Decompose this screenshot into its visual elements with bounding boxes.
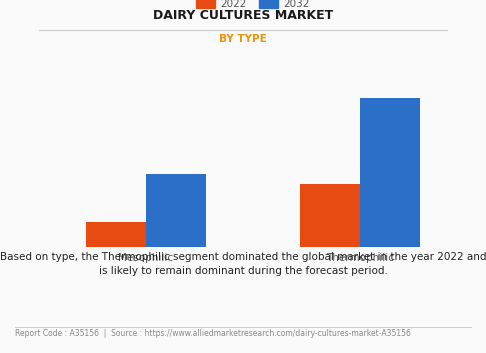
Text: Based on type, the Thermophilic segment dominated the global market in the year : Based on type, the Thermophilic segment … — [0, 252, 486, 276]
Bar — [300, 184, 360, 247]
Bar — [360, 98, 419, 247]
Text: DAIRY CULTURES MARKET: DAIRY CULTURES MARKET — [153, 9, 333, 22]
Text: Report Code : A35156  |  Source : https://www.alliedmarketresearch.com/dairy-cul: Report Code : A35156 | Source : https://… — [15, 329, 411, 338]
Legend: 2022, 2032: 2022, 2032 — [192, 0, 313, 13]
Bar — [86, 222, 146, 247]
Text: BY TYPE: BY TYPE — [219, 34, 267, 43]
Bar — [146, 174, 206, 247]
